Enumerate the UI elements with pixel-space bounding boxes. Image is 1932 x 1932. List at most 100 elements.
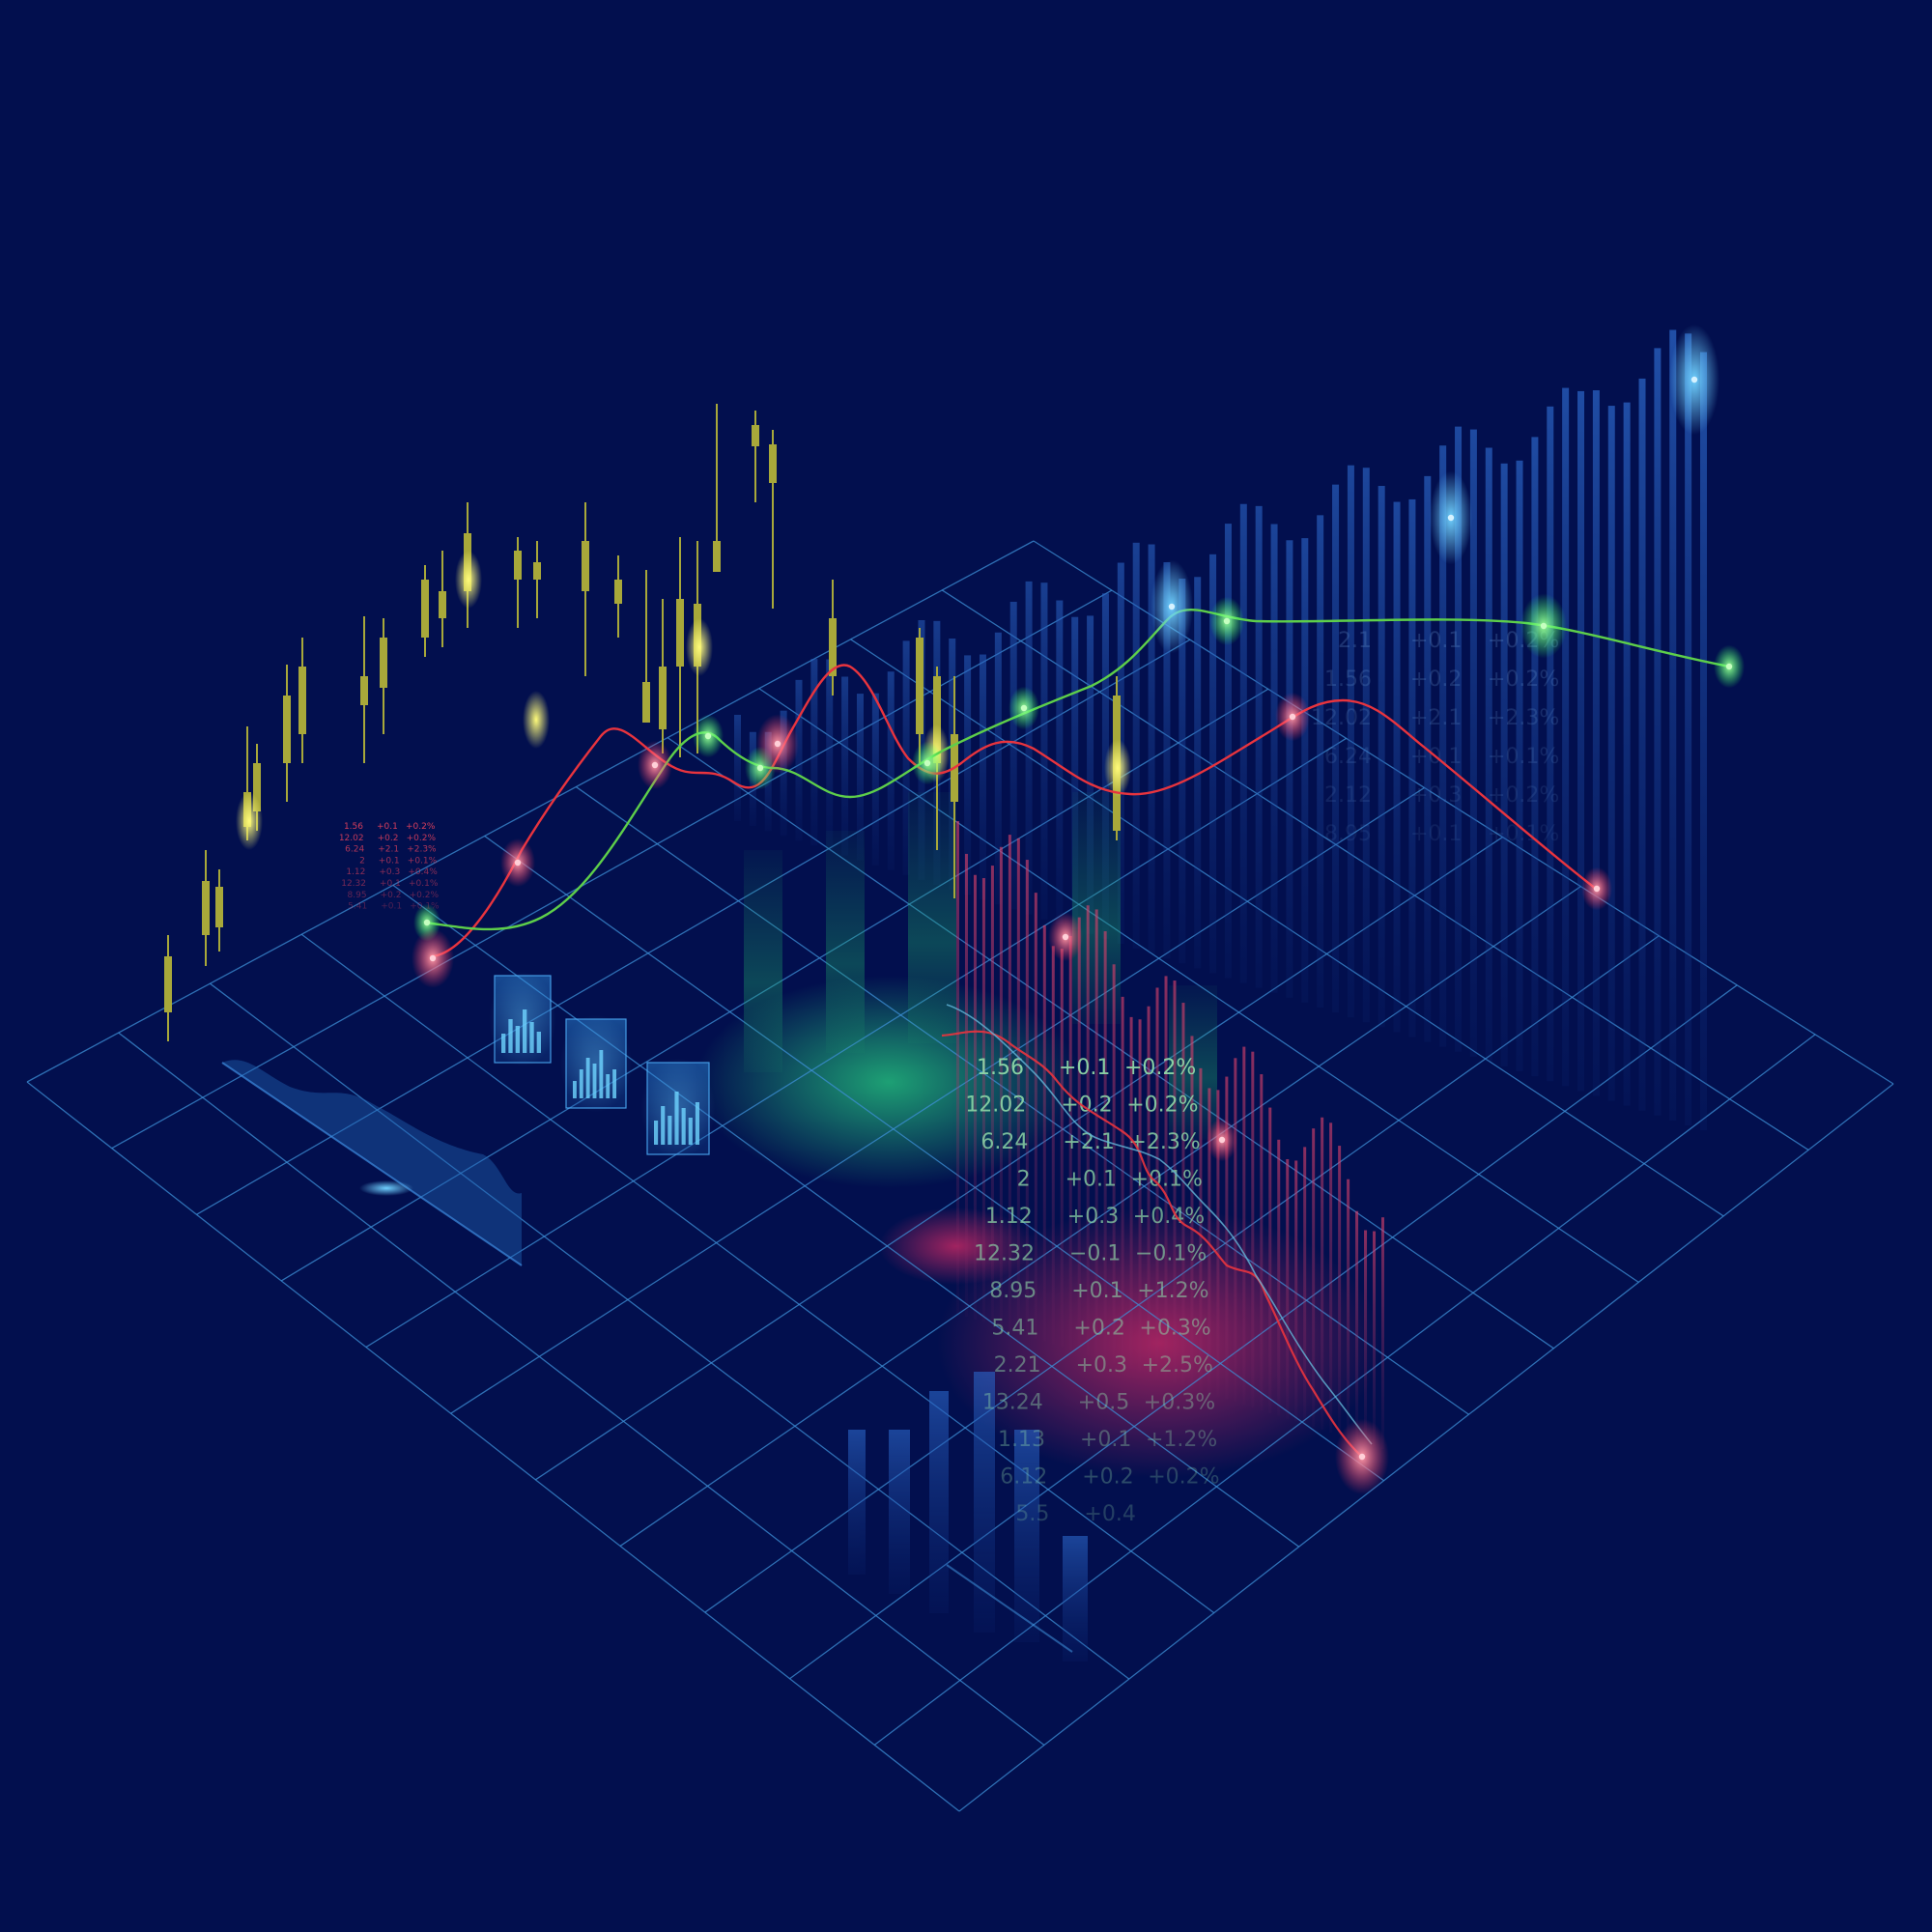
blue-bar	[1301, 538, 1309, 1003]
red-bar	[1164, 976, 1168, 1380]
ticker-change: +0.3	[1067, 1205, 1119, 1229]
candle-body	[769, 444, 777, 483]
ticker-value: 2	[1017, 1168, 1031, 1192]
blue-bar	[1194, 577, 1202, 969]
blue-bar	[1516, 460, 1523, 1072]
trend-lines	[424, 609, 1730, 1458]
candle-glow	[686, 618, 713, 676]
ticker-value: 2.21	[994, 1353, 1041, 1378]
glow-dot-core	[1223, 617, 1231, 625]
candle-body	[439, 591, 446, 618]
ticker-percent: +2.3%	[1128, 1130, 1200, 1154]
candle-body	[360, 676, 368, 705]
blue-bar	[780, 710, 787, 837]
green-floor-glow	[696, 976, 1082, 1188]
candle-glow	[1104, 739, 1131, 797]
blue-bar	[1592, 390, 1600, 1096]
red-bar	[1347, 1179, 1350, 1438]
grid-line	[300, 933, 1215, 1614]
red-bar	[1260, 1074, 1264, 1410]
ticker-change: +0.2	[1061, 1094, 1112, 1118]
ticker-change: −0.1	[1069, 1242, 1121, 1266]
grid-line	[196, 639, 1191, 1215]
blue-bar	[1500, 463, 1508, 1066]
blue-bar	[1224, 524, 1232, 979]
ticker-percent: +0.1%	[409, 879, 439, 889]
red-bar	[1268, 1107, 1272, 1413]
ticker-value: 2.1	[1338, 629, 1372, 653]
glow-dot-core	[1690, 376, 1698, 384]
red-bar	[1181, 1003, 1185, 1386]
glow-dot-core	[774, 740, 781, 748]
blue-bar	[1332, 484, 1340, 1013]
candle-body	[933, 676, 941, 763]
red-bar	[1294, 1160, 1298, 1422]
red-bar	[1355, 1210, 1359, 1441]
candle-body	[659, 667, 667, 729]
red-bar	[1251, 1051, 1255, 1408]
ticker-value: 12.02	[339, 834, 364, 843]
ticker-change: +0.3	[1076, 1353, 1127, 1378]
blue-bar	[1455, 426, 1463, 1052]
ticker-change: +0.1	[377, 822, 398, 832]
blue-bar	[1700, 352, 1707, 1130]
glow-dot-core	[923, 759, 931, 767]
grid-line	[26, 1081, 960, 1812]
floor-bar-baseline	[946, 1564, 1073, 1653]
floor-bar	[848, 1430, 866, 1575]
blue-bar	[1531, 437, 1539, 1077]
blue-bar	[994, 632, 1002, 905]
blue-bar	[1393, 501, 1401, 1033]
candle-glow	[455, 551, 482, 609]
grid-line	[941, 589, 1809, 1151]
candle-glow	[236, 792, 263, 850]
ticker-large: 1.56 12.02 6.24 2 1.12 12.32 8.95 5.41 2.21 13.24…	[965, 1056, 1219, 1526]
floor-bar	[1063, 1536, 1088, 1662]
blue-floor-line	[946, 1004, 1373, 1445]
floating-panels	[489, 971, 716, 1159]
ticker-percent: +0.2%	[410, 891, 440, 900]
ticker-percent: +0.2%	[1126, 1094, 1198, 1118]
ticker-percent: +0.2%	[1148, 1465, 1219, 1490]
ticker-change: +0.1	[1080, 1428, 1131, 1452]
ticker-value: 5.5	[1015, 1502, 1049, 1526]
ticker-percent: +2.5%	[1142, 1353, 1213, 1378]
ticker-value: 1.13	[998, 1428, 1045, 1452]
red-bar	[1225, 1076, 1229, 1400]
blue-bar	[1378, 486, 1385, 1028]
blue-bar	[841, 676, 849, 856]
grid-line	[575, 786, 1469, 1415]
ticker-percent: +1.2%	[1137, 1279, 1208, 1303]
ticker-value: 12.02	[1311, 706, 1372, 730]
blue-bar	[1239, 503, 1247, 983]
blue-bar	[1317, 515, 1324, 1009]
floor-bar	[929, 1391, 949, 1613]
candle-body	[215, 887, 223, 927]
ticker-percent: +0.1%	[1488, 745, 1559, 769]
blue-bar	[964, 655, 972, 895]
red-bar	[1234, 1058, 1237, 1403]
red-bar	[1381, 1217, 1384, 1449]
blue-bar	[1087, 615, 1094, 934]
blue-bar	[1547, 406, 1554, 1082]
ticker-percent: +0.1%	[1488, 822, 1559, 846]
red-bar	[1060, 949, 1064, 1348]
ticker-change: +2.1	[1410, 706, 1462, 730]
area-chart-glow	[359, 1180, 413, 1196]
ticker-change: +0.1	[1065, 1168, 1117, 1192]
candle-body	[283, 696, 291, 763]
blue-bar	[1255, 505, 1263, 988]
ticker-value: 1.12	[985, 1205, 1033, 1229]
red-bar	[1121, 996, 1124, 1367]
ticker-change: +0.5	[1078, 1391, 1129, 1415]
ticker-percent: +2.3%	[407, 845, 437, 855]
grid-line	[26, 540, 1035, 1083]
blue-bar	[1638, 378, 1646, 1111]
ticker-value: 5.41	[348, 902, 367, 912]
floor-area-chart	[221, 1060, 523, 1266]
glow-dot-core	[756, 764, 764, 772]
ticker-change: +0.2	[1410, 668, 1462, 692]
ticker-change: +0.4	[1084, 1502, 1135, 1526]
glow-dot-core	[1289, 713, 1296, 721]
red-bar-cluster	[956, 821, 1384, 1449]
